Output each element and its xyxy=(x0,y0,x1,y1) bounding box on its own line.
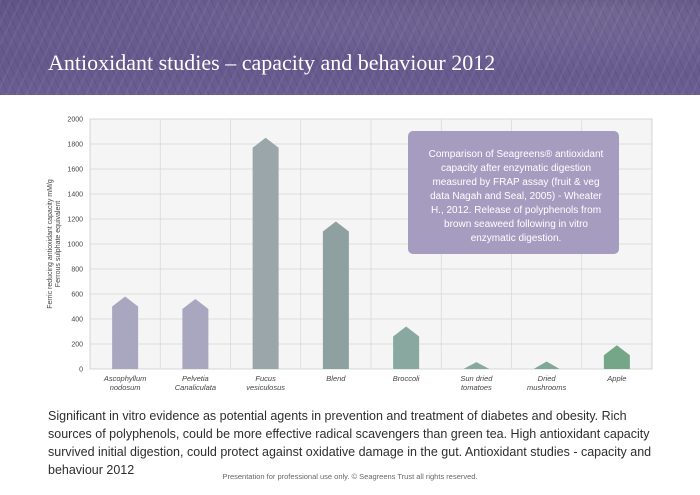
y-tick-label: 200 xyxy=(71,342,83,349)
x-tick-label: vesiculosus xyxy=(246,383,285,392)
header-banner: Antioxidant studies – capacity and behav… xyxy=(0,0,700,95)
bar xyxy=(252,137,279,369)
bar xyxy=(322,221,349,369)
x-tick-label: tomatoes xyxy=(461,383,492,392)
y-tick-label: 0 xyxy=(79,367,83,374)
footer-note: Presentation for professional use only. … xyxy=(222,472,478,481)
body-paragraph: Significant in vitro evidence as potenti… xyxy=(48,409,652,477)
y-tick-label: 1200 xyxy=(67,217,83,224)
bar xyxy=(533,361,560,369)
bar xyxy=(603,345,630,369)
x-tick-label: Fucus xyxy=(255,374,276,383)
y-tick-label: 800 xyxy=(71,267,83,274)
x-tick-label: Pelvetia xyxy=(182,374,209,383)
bar xyxy=(463,362,490,369)
y-tick-label: 2000 xyxy=(67,117,83,124)
y-tick-label: 1800 xyxy=(67,142,83,149)
chart-annotation: Comparison of Seagreens® antioxidant cap… xyxy=(428,149,604,244)
x-tick-label: Broccoli xyxy=(393,374,420,383)
x-tick-label: Blend xyxy=(326,374,346,383)
x-tick-label: Canaliculata xyxy=(175,383,216,392)
y-axis-label: Ferrous sulphate equivalent xyxy=(55,201,62,287)
x-tick-label: Apple xyxy=(606,374,626,383)
y-axis-label: Ferric reducing antioxidant capacity mM/… xyxy=(47,179,54,309)
y-tick-label: 1600 xyxy=(67,167,83,174)
x-tick-label: nodosum xyxy=(110,383,141,392)
x-tick-label: Dried xyxy=(538,374,557,383)
page-title: Antioxidant studies – capacity and behav… xyxy=(48,50,496,75)
y-tick-label: 600 xyxy=(71,292,83,299)
y-tick-label: 1000 xyxy=(67,242,83,249)
y-tick-label: 1400 xyxy=(67,192,83,199)
x-tick-label: Ascophyllum xyxy=(103,374,147,383)
bar xyxy=(112,296,139,369)
y-tick-label: 400 xyxy=(71,317,83,324)
chart-annotation-box: Comparison of Seagreens® antioxidant cap… xyxy=(408,131,619,254)
x-tick-label: Sun dried xyxy=(460,374,493,383)
bar xyxy=(393,326,420,369)
bar xyxy=(182,299,209,369)
x-tick-label: mushrooms xyxy=(527,383,566,392)
